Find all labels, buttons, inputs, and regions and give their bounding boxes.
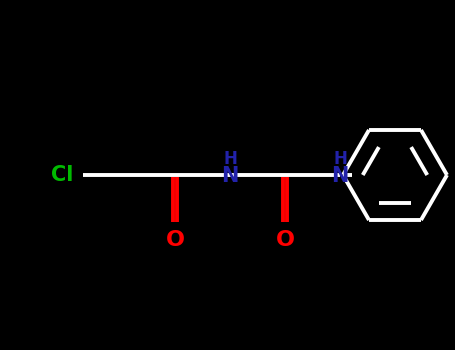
Text: H: H — [333, 150, 347, 168]
Text: O: O — [275, 230, 294, 250]
Text: Cl: Cl — [51, 165, 73, 185]
Text: O: O — [166, 230, 184, 250]
Text: N: N — [331, 166, 349, 186]
Text: H: H — [223, 150, 237, 168]
Text: N: N — [221, 166, 239, 186]
